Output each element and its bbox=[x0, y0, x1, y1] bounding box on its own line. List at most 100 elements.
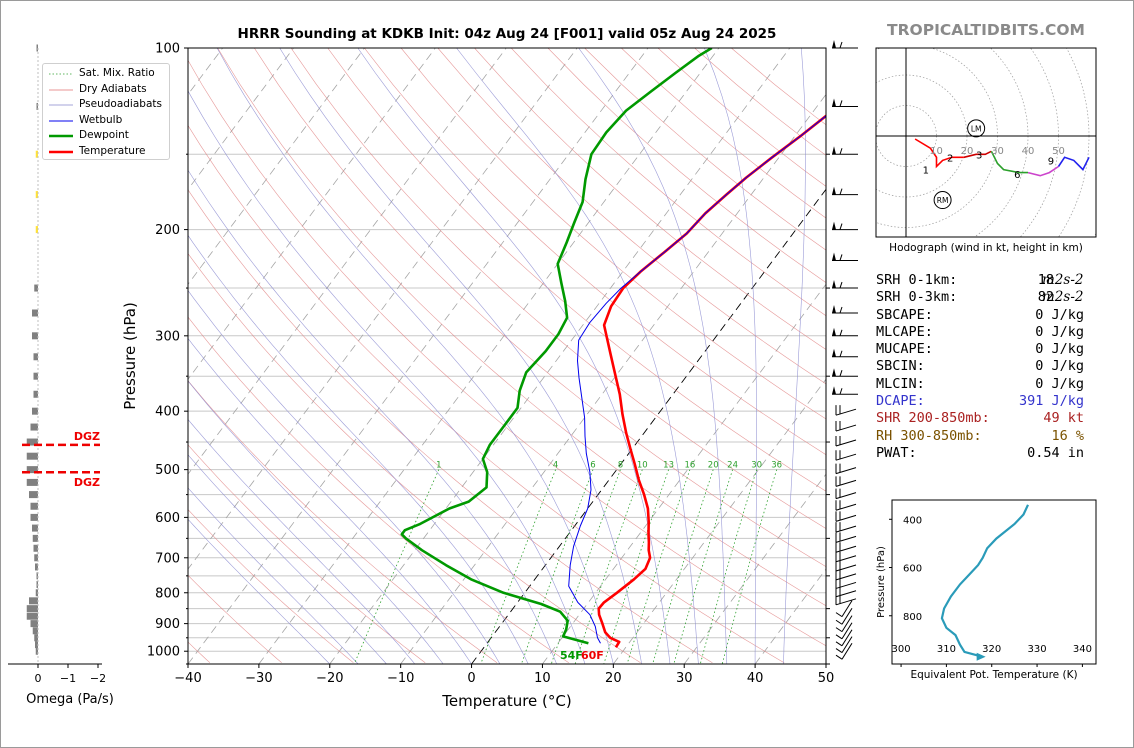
hodograph-ring-label: 20 bbox=[961, 146, 974, 157]
hodograph-height-label: 9 bbox=[1048, 156, 1054, 167]
omega-bar bbox=[30, 620, 38, 628]
hodograph-ring-label: 50 bbox=[1052, 146, 1065, 157]
wind-barb bbox=[835, 405, 857, 416]
hodograph-ring-label: 30 bbox=[991, 146, 1004, 157]
hodograph-segment bbox=[1057, 156, 1090, 171]
dry-adiabat bbox=[584, 48, 826, 251]
omega-bar bbox=[35, 647, 38, 655]
stat-value: 0.54 in bbox=[1027, 444, 1084, 461]
pseudoadiabat bbox=[188, 90, 586, 664]
mixing-ratio-label: 6 bbox=[590, 461, 595, 471]
theta-e-profile bbox=[940, 504, 1029, 658]
mixing-ratio-label: 1 bbox=[436, 461, 441, 471]
omega-bar bbox=[26, 605, 38, 613]
omega-bar bbox=[26, 478, 38, 486]
hodograph-ring bbox=[973, 48, 1029, 237]
stat-value: 16 % bbox=[1051, 427, 1084, 444]
legend-label: Pseudoadiabats bbox=[79, 98, 162, 110]
stat-unit: m2s-2 bbox=[1042, 272, 1084, 288]
x-tick-label: −10 bbox=[387, 671, 414, 686]
mixing-ratio-label: 30 bbox=[751, 461, 762, 471]
mixing-ratio-line bbox=[673, 469, 733, 664]
omega-bar bbox=[35, 150, 38, 158]
theta-e-y-tick-label: 600 bbox=[903, 564, 922, 575]
pseudoadiabat bbox=[357, 48, 671, 664]
stat-row: SBCAPE: 0 J/kg bbox=[876, 307, 1116, 324]
dry-adiabat bbox=[188, 509, 354, 663]
isotherm bbox=[329, 48, 791, 664]
omega-bar bbox=[33, 372, 38, 380]
x-tick-label: −40 bbox=[174, 671, 201, 686]
stat-label: MUCAPE: bbox=[876, 341, 933, 358]
omega-bar bbox=[30, 513, 38, 521]
wind-barb bbox=[835, 463, 857, 475]
hodograph-segment bbox=[990, 150, 1028, 174]
x-tick-label: −20 bbox=[316, 671, 343, 686]
dry-adiabat bbox=[188, 124, 785, 663]
wind-barb bbox=[835, 569, 857, 581]
omega-bar bbox=[33, 353, 38, 361]
stat-value: 0 J/kg bbox=[1035, 323, 1084, 340]
omega-bar bbox=[36, 44, 38, 52]
legend-label: Temperature bbox=[79, 144, 146, 157]
theta-e-panel: 300 310 320 330 340 400 600 800 Equivalent Pot.… bbox=[876, 499, 1097, 681]
omega-bar bbox=[34, 634, 38, 642]
hodograph-ring bbox=[1093, 232, 1096, 237]
wind-barb bbox=[835, 629, 853, 647]
wind-barb bbox=[832, 221, 858, 231]
pseudoadiabat bbox=[188, 337, 472, 664]
sounding-stats: SRH 0-1km: 18 m2s-2 SRH 0-3km: 82 m2s-2 SBCAPE… bbox=[876, 272, 1116, 462]
pseudoadiabat bbox=[188, 487, 359, 664]
mixing-ratio-label: 36 bbox=[771, 461, 782, 471]
isotherm bbox=[613, 378, 826, 664]
wind-barb bbox=[835, 560, 857, 572]
pseudoadiabat bbox=[188, 289, 501, 664]
dry-adiabat bbox=[474, 48, 826, 350]
legend-entry: Pseudoadiabats bbox=[47, 98, 167, 112]
dry-adiabat bbox=[731, 48, 826, 126]
stat-value: 0 J/kg bbox=[1035, 341, 1084, 358]
wind-barb bbox=[835, 421, 857, 432]
y-tick-label: 300 bbox=[155, 329, 180, 344]
legend-label: Sat. Mix. Ratio bbox=[79, 67, 155, 79]
wind-barb bbox=[832, 327, 858, 337]
dry-adiabat bbox=[188, 574, 282, 663]
omega-bar bbox=[33, 390, 38, 398]
y-tick-label: 700 bbox=[155, 551, 180, 566]
wind-barb bbox=[835, 551, 857, 563]
profile-wetbulb bbox=[568, 115, 826, 644]
pseudoadiabat bbox=[188, 518, 331, 664]
omega-bar bbox=[29, 597, 38, 605]
omega-bar bbox=[35, 563, 38, 571]
dry-adiabat bbox=[437, 48, 826, 385]
mixing-ratio-label: 24 bbox=[727, 461, 738, 471]
skewt-panel: 1 4 6 8 10 13 16 20 24 30 36 −40 −30 −20 −10 0 10 20 30 40… bbox=[121, 40, 858, 710]
mixing-ratio-line bbox=[521, 469, 594, 664]
wind-barb bbox=[835, 594, 857, 606]
wind-barb bbox=[832, 146, 858, 155]
omega-tick-label: 0 bbox=[35, 672, 42, 685]
omega-bar bbox=[32, 309, 38, 317]
stat-row: SBCIN: 0 J/kg bbox=[876, 358, 1116, 375]
storm-motion-label: RM bbox=[937, 196, 949, 205]
mixing-ratio-label: 20 bbox=[708, 461, 719, 471]
storm-motion-marker bbox=[933, 191, 952, 210]
hodograph-height-label: 2 bbox=[947, 153, 953, 164]
pseudoadiabat bbox=[783, 48, 806, 664]
dry-adiabat bbox=[254, 48, 826, 568]
stat-row: MLCIN: 0 J/kg bbox=[876, 376, 1116, 393]
profile-dewpoint bbox=[400, 48, 713, 645]
omega-bar bbox=[29, 491, 38, 499]
legend-swatch bbox=[49, 150, 73, 153]
stat-label: DCAPE: bbox=[876, 393, 925, 410]
wind-barb bbox=[832, 280, 858, 289]
legend-swatch bbox=[49, 89, 73, 90]
hodograph-panel: 10 20 30 40 50 1 2 3 6 9 LM RM Hodograph (wind in k… bbox=[870, 40, 1100, 255]
mixing-ratio-line bbox=[550, 469, 621, 664]
x-tick-label: 10 bbox=[534, 671, 551, 686]
stat-value: 0 J/kg bbox=[1035, 358, 1084, 375]
dry-adiabat bbox=[547, 48, 826, 283]
omega-bar bbox=[32, 524, 38, 532]
hodograph-ring bbox=[870, 40, 1100, 255]
x-tick-label: 30 bbox=[676, 671, 693, 686]
